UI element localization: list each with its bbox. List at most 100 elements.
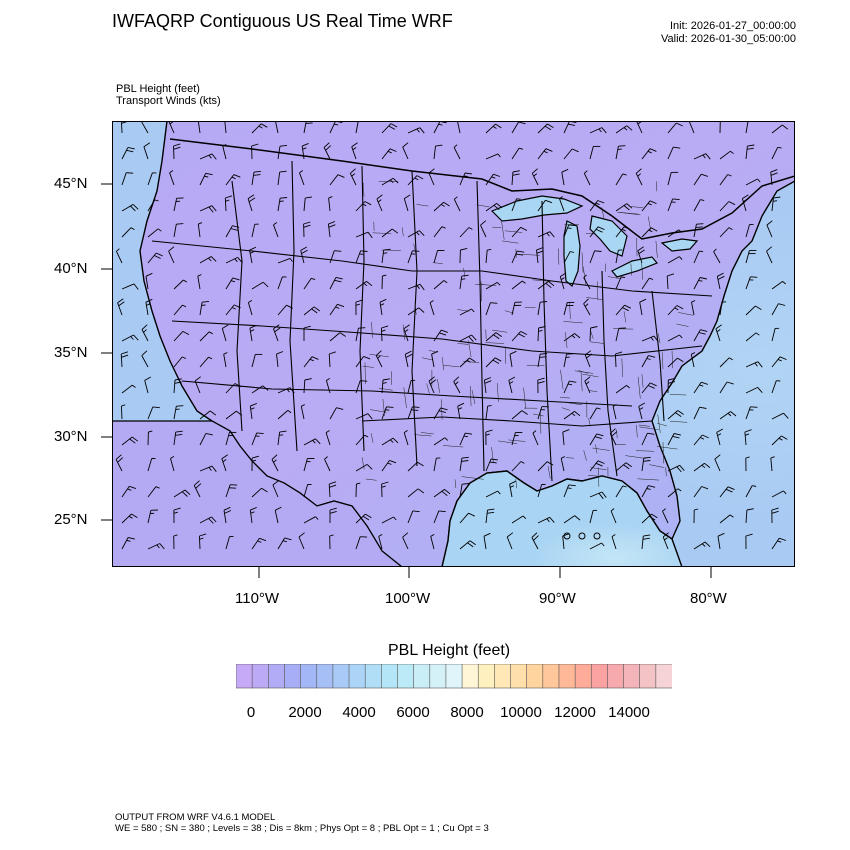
wind-barb xyxy=(329,174,345,186)
wind-barb xyxy=(511,280,526,290)
wind-barb xyxy=(303,484,312,498)
colorbar-swatch xyxy=(445,664,463,689)
wind-barb xyxy=(173,405,184,420)
wind-barb xyxy=(199,516,217,524)
wind-barb xyxy=(693,406,707,420)
wind-barb xyxy=(641,355,656,368)
wind-barb xyxy=(716,272,725,290)
county-boundary xyxy=(372,232,392,234)
wind-barb xyxy=(277,387,295,394)
wind-barb xyxy=(485,203,503,212)
wind-barb xyxy=(428,168,435,186)
county-boundary xyxy=(533,413,544,417)
wind-barb xyxy=(667,171,679,186)
wind-barb xyxy=(485,508,495,524)
wind-barb xyxy=(459,247,468,264)
wind-barb xyxy=(273,222,279,238)
wind-barb xyxy=(251,353,263,368)
wind-barb xyxy=(589,145,601,160)
wind-barb xyxy=(667,334,683,342)
county-boundary xyxy=(661,352,664,370)
wind-barb xyxy=(744,429,752,446)
wind-barb xyxy=(145,298,153,316)
wind-barb xyxy=(381,274,387,290)
colorbar-label-6000: 6000 xyxy=(396,704,430,721)
wind-barb xyxy=(355,464,373,472)
wind-barb xyxy=(771,507,779,524)
wind-barb xyxy=(693,541,711,550)
wind-barb xyxy=(485,405,492,420)
wind-barb xyxy=(693,329,708,342)
wind-barb xyxy=(614,351,623,368)
wind-barb xyxy=(483,377,492,394)
wind-barb xyxy=(485,282,501,290)
state-boundary xyxy=(151,240,713,297)
wind-barb xyxy=(589,407,601,420)
county-boundary xyxy=(505,346,507,364)
county-boundary xyxy=(461,476,484,480)
field-label-pbl: PBL Height (feet) xyxy=(116,83,200,95)
wind-barb xyxy=(272,480,279,498)
wind-barb xyxy=(120,351,129,368)
county-boundary xyxy=(501,240,519,244)
footer-line-2: WE = 580 ; SN = 380 ; Levels = 38 ; Dis … xyxy=(115,823,489,834)
canada-border xyxy=(169,138,795,240)
colorbar-swatch xyxy=(267,664,286,689)
wind-barb xyxy=(381,148,397,160)
wind-barb xyxy=(691,300,696,316)
wind-barb xyxy=(741,194,750,212)
wind-barb xyxy=(667,305,684,316)
wind-barb xyxy=(584,376,591,394)
wind-barb xyxy=(615,462,632,472)
wind-barb xyxy=(589,491,607,500)
county-boundary xyxy=(561,401,583,406)
wind-barb xyxy=(381,248,391,264)
wind-barb xyxy=(225,174,241,186)
county-boundary xyxy=(557,248,560,265)
county-boundary xyxy=(501,219,505,240)
county-boundary xyxy=(582,266,587,285)
county-boundary xyxy=(471,390,476,405)
wind-barb xyxy=(225,225,240,238)
wind-barb xyxy=(147,199,159,212)
wind-barb xyxy=(511,198,521,212)
wind-barb xyxy=(381,481,389,498)
wind-barb xyxy=(277,304,293,316)
wind-barb xyxy=(667,433,682,446)
county-boundary xyxy=(485,342,505,344)
wind-barb xyxy=(141,350,149,368)
wind-barb xyxy=(713,248,721,264)
wind-barb xyxy=(453,196,461,212)
state-boundary xyxy=(289,160,298,452)
wind-barb xyxy=(485,429,493,446)
county-boundary xyxy=(619,212,641,216)
colorbar-swatch xyxy=(574,664,592,689)
wind-barb xyxy=(301,142,309,160)
wind-barb xyxy=(583,274,591,290)
wind-barb xyxy=(247,300,253,316)
county-boundary xyxy=(637,376,641,399)
wind-barb xyxy=(197,121,201,134)
wind-barb xyxy=(117,298,125,316)
wind-barb xyxy=(771,196,781,212)
wind-barb xyxy=(355,231,373,239)
wind-barb xyxy=(563,484,576,498)
county-boundary xyxy=(491,447,494,463)
wind-barb xyxy=(693,508,699,524)
wind-barb xyxy=(771,412,789,420)
wind-barb xyxy=(355,355,371,368)
wind-barb xyxy=(641,485,656,498)
county-boundary xyxy=(657,333,661,344)
colorbar-label-8000: 8000 xyxy=(450,704,484,721)
wind-barb xyxy=(641,277,654,290)
wind-barb xyxy=(249,246,256,264)
county-boundary xyxy=(402,324,406,340)
colorbar-swatch xyxy=(413,664,431,689)
wind-barb xyxy=(667,464,685,473)
county-boundary xyxy=(560,369,564,390)
county-boundary xyxy=(369,354,389,358)
county-boundary xyxy=(565,457,575,459)
county-boundary xyxy=(414,302,417,315)
state-boundary xyxy=(181,380,633,407)
wind-barb xyxy=(274,121,279,134)
